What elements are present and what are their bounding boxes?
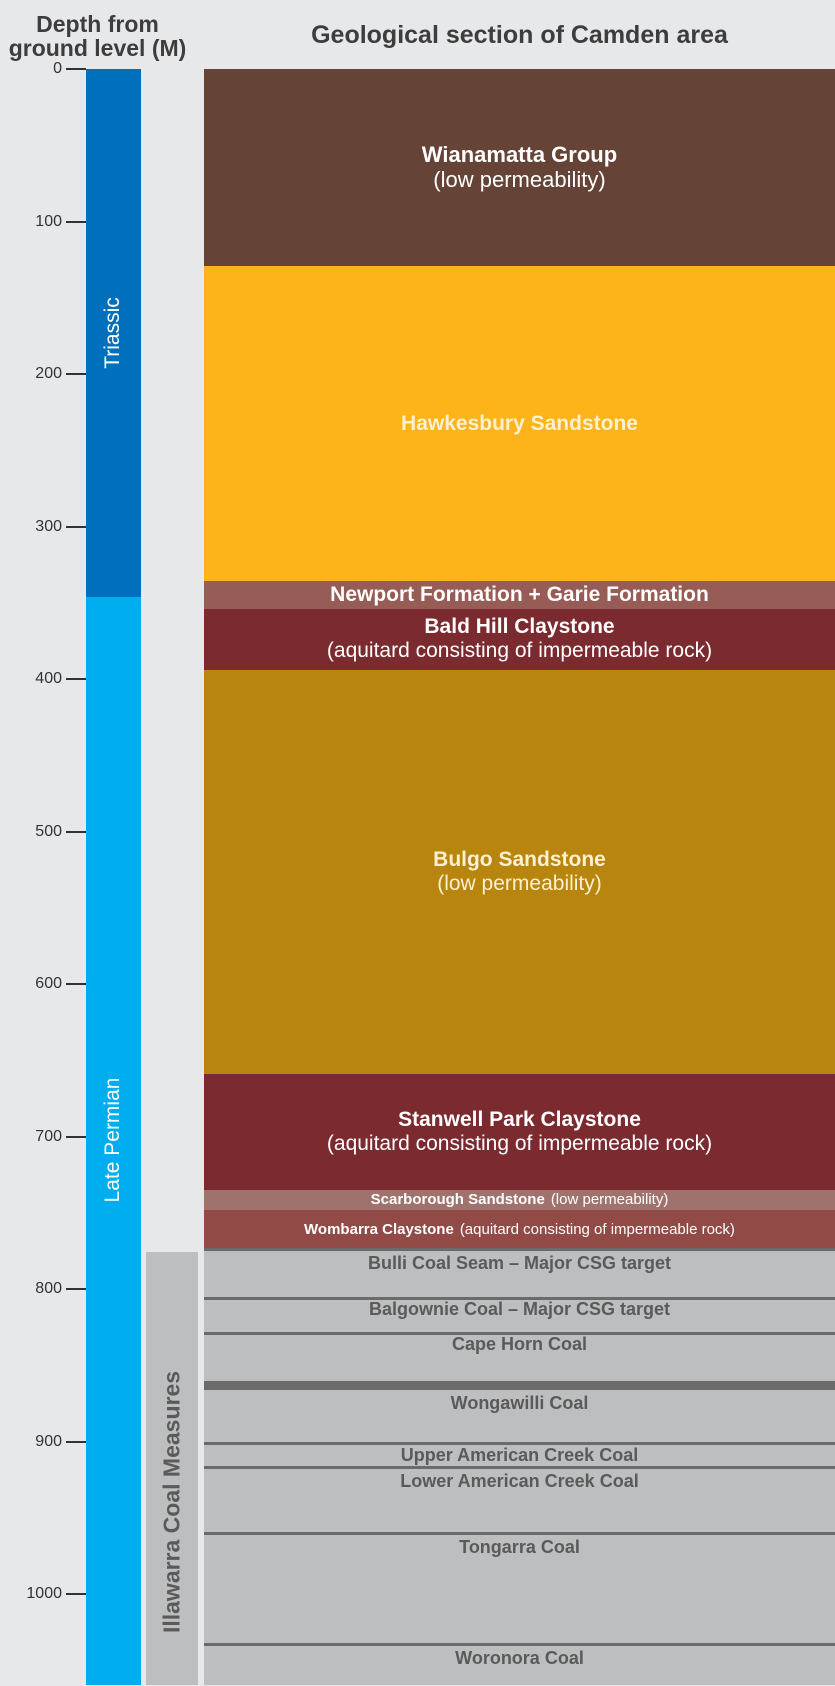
layer-wianamatta-group: Wianamatta Group (low permeability) [204, 69, 835, 266]
coal-seam-label: Woronora Coal [455, 1648, 584, 1669]
depth-tick-mark [66, 678, 86, 680]
depth-tick-mark [66, 220, 86, 223]
layer-name: Bulgo Sandstone [433, 847, 606, 871]
period-bar-triassic [86, 69, 141, 597]
layer-name: Scarborough Sandstone [370, 1190, 545, 1208]
coal-seam-line [204, 1247, 835, 1251]
depth-tick-mark [66, 525, 86, 528]
layer-name: Stanwell Park Claystone [398, 1107, 641, 1131]
coal-seam-line [204, 1465, 835, 1469]
coal-seam-label: Lower American Creek Coal [400, 1471, 639, 1492]
depth-tick-mark [66, 1593, 86, 1595]
measures-label: Illawarra Coal Measures [158, 1370, 185, 1634]
depth-tick-label: 200 [35, 365, 62, 382]
depth-tick-label: 600 [35, 975, 62, 992]
depth-tick-label: 400 [35, 670, 62, 687]
measures-bar-fill [146, 1252, 198, 1686]
depth-tick-label: 100 [35, 212, 62, 230]
coal-seam-label: Upper American Creek Coal [400, 1445, 639, 1466]
period-bar-late-permian [86, 596, 141, 1686]
layer-name: Bald Hill Claystone [424, 615, 615, 639]
depth-tick-label: 800 [35, 1280, 62, 1297]
depth-tick-label: 500 [35, 822, 62, 840]
period-label: Late Permian [101, 1077, 124, 1203]
depth-tick-mark [66, 830, 86, 833]
coal-seam-label: Balgownie Coal – Major CSG target [368, 1298, 671, 1319]
coal-seam-line [204, 1331, 835, 1335]
depth-tick-mark [66, 1135, 86, 1138]
depth-axis-title-line2: ground level (M) [8, 35, 187, 61]
depth-axis-title: Depth from ground level (M) [0, 12, 195, 60]
section-title: Geological section of Camden area [311, 21, 728, 49]
depth-tick-mark [66, 1288, 86, 1290]
coal-seam-line [204, 1380, 835, 1390]
layer-bulgo-sandstone: Bulgo Sandstone (low permeability) [204, 669, 835, 1074]
depth-axis-title-line1: Depth from [36, 11, 159, 37]
depth-tick-label: 0 [53, 60, 62, 77]
layer-note: (low permeability) [433, 167, 606, 193]
depth-tick-label: 900 [35, 1432, 62, 1450]
layer-note: (aquitard consisting of impermeable rock… [326, 639, 713, 663]
layer-note: (aquitard consisting of impermeable rock… [326, 1131, 713, 1155]
layer-name: Newport Formation + Garie Formation [330, 583, 709, 607]
layer-note: (low permeability) [437, 871, 602, 895]
layer-stanwell-park-claystone: Stanwell Park Claystone (aquitard consist… [204, 1073, 835, 1190]
layer-scarborough-sandstone: Scarborough Sandstone (low permeability) [204, 1189, 835, 1210]
coal-seam-label: Wongawilli Coal [450, 1393, 589, 1414]
coal-seam-label: Bulli Coal Seam – Major CSG target [367, 1253, 672, 1274]
coal-seam-label: Tongarra Coal [459, 1536, 580, 1557]
period-label: Triassic [101, 297, 124, 369]
depth-tick-mark [66, 1440, 86, 1443]
layer-wombarra-claystone: Wombarra Claystone (aquitard consisting o… [204, 1209, 835, 1250]
layer-newport-formation-garie-formation: Newport Formation + Garie Formation [204, 581, 835, 609]
coal-seam-line [204, 1441, 835, 1445]
coal-seam-line [204, 1531, 835, 1535]
layer-bald-hill-claystone: Bald Hill Claystone (aquitard consisting … [204, 608, 835, 670]
layer-name: Hawkesbury Sandstone [401, 411, 638, 435]
coal-seam-line [204, 1642, 835, 1646]
depth-tick-label: 700 [35, 1127, 62, 1145]
depth-tick-mark [66, 373, 86, 375]
depth-tick-mark [66, 983, 86, 985]
layer-name: Wianamatta Group [421, 142, 618, 168]
depth-tick-label: 1000 [26, 1585, 62, 1602]
layer-note: (aquitard consisting of impermeable rock… [459, 1220, 735, 1238]
coal-seam-line [204, 1296, 835, 1300]
layer-hawkesbury-sandstone: Hawkesbury Sandstone [204, 265, 835, 582]
depth-tick-mark [66, 68, 86, 70]
layer-note: (low permeability) [550, 1190, 669, 1208]
coal-seam-label: Cape Horn Coal [451, 1333, 588, 1354]
layer-name: Wombarra Claystone [304, 1220, 454, 1238]
depth-tick-label: 300 [35, 517, 62, 535]
